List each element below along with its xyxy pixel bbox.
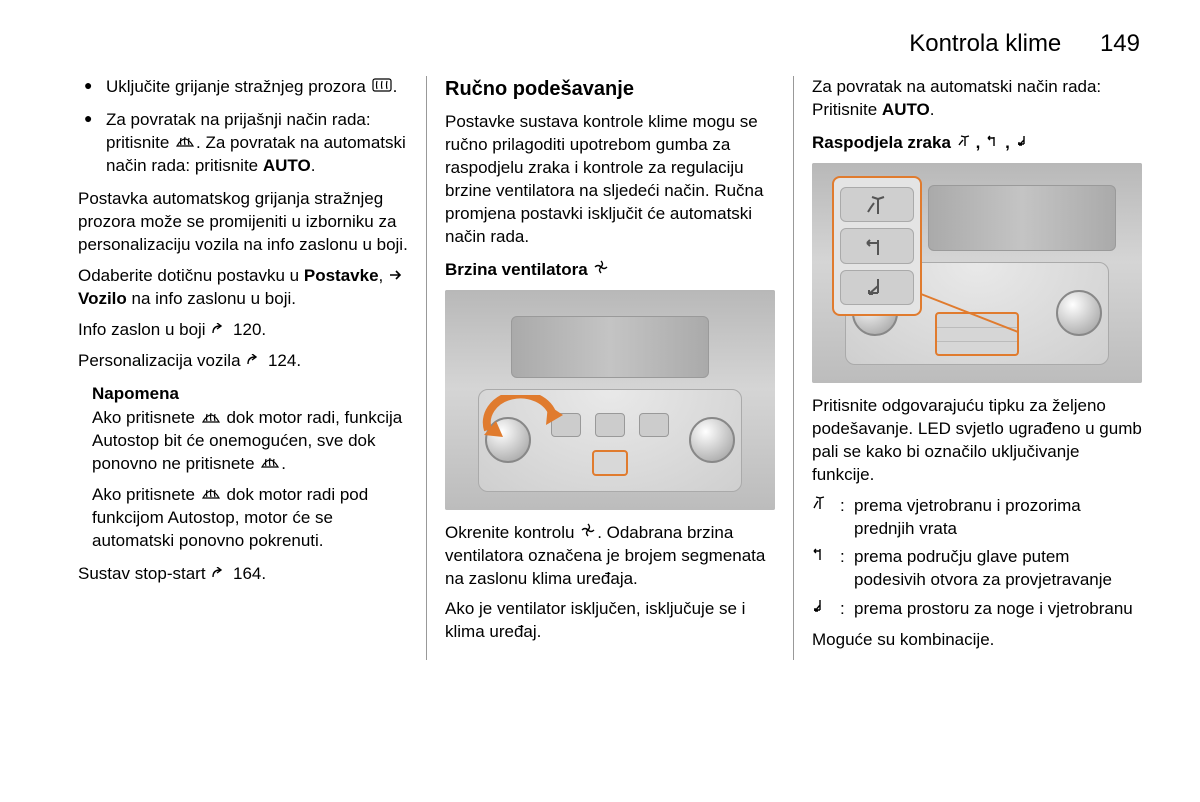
fan-icon [593,259,609,282]
figure-overlay-panel [832,176,922,316]
front-defog-icon [201,484,221,507]
manual-page: Kontrola klime 149 Uključite grijanje st… [0,0,1200,802]
text: Info zaslon u boji [78,320,210,339]
ref-arrow-icon [246,350,262,373]
settings-label: Postavke [304,266,379,285]
air-foot-icon [812,598,840,621]
section-heading: Ručno podešavanje [445,76,775,103]
rear-defog-icon [372,76,392,99]
figure-vents [928,185,1116,251]
figure-button [595,413,625,437]
auto-label: AUTO [882,100,930,119]
paragraph: Moguće su kombinacije. [812,629,1142,652]
sep: , [976,133,985,152]
definition-text: prema vjetrobranu i prozorima prednjih v… [854,495,1142,541]
list-text: . [393,77,398,96]
colon: : [840,598,854,621]
ref-number: 164. [228,564,266,583]
ref-arrow-icon [211,563,227,586]
text: Ako pritisnete [92,485,200,504]
note-block: Napomena Ako pritisnete dok motor radi, … [92,383,408,554]
note-paragraph: Ako pritisnete dok motor radi, funkcija … [92,407,408,476]
paragraph: Odaberite dotičnu postavku u Postavke, V… [78,265,408,311]
page-number: 149 [1100,30,1140,57]
figure-overlay-button [840,228,914,263]
figure-highlight-button [592,450,628,476]
arrow-right-icon [389,265,403,288]
list-item: Uključite grijanje stražnjeg prozora . [78,76,408,99]
figure-overlay-button [840,270,914,305]
subsection-heading: Raspodjela zraka , , [812,132,1142,155]
air-face-icon [986,132,1004,155]
fan-icon [580,522,596,545]
definition-text: prema prostoru za noge i vjetrobranu [854,598,1142,621]
air-windshield-icon [812,495,840,541]
paragraph: Pritisnite odgovarajuću tipku za željeno… [812,395,1142,487]
column-1: Uključite grijanje stražnjeg prozora . Z… [60,76,427,660]
column-2: Ručno podešavanje Postavke sustava kontr… [427,76,794,660]
paragraph: Ako je ventilator isključen, isključuje … [445,598,775,644]
list-text: Uključite grijanje stražnjeg prozora [106,77,371,96]
text: Odaberite dotičnu postavku u [78,266,304,285]
ref-number: 120. [228,320,266,339]
figure-button-row [551,413,670,437]
header-title: Kontrola klime [909,30,1061,57]
ref-arrow-icon [211,319,227,342]
paragraph: Info zaslon u boji 120. [78,319,408,342]
text: Sustav stop-start [78,564,210,583]
front-defog-icon [175,132,195,155]
page-header: Kontrola klime 149 [60,30,1160,58]
paragraph: Postavka automatskog grijanja stražnjeg … [78,188,408,257]
note-title: Napomena [92,383,408,406]
air-foot-icon [1016,132,1034,155]
figure-vents [511,316,709,378]
front-defog-icon [260,453,280,476]
list-text: . [311,156,316,175]
text: Personalizacija vozila [78,351,245,370]
text: . [281,454,286,473]
figure-button [639,413,669,437]
text: Za povratak na automatski način rada: Pr… [812,77,1101,119]
colon: : [840,546,854,592]
paragraph: Sustav stop-start 164. [78,563,408,586]
front-defog-icon [201,408,221,431]
definition-row: : prema prostoru za noge i vjetrobranu [812,598,1142,621]
air-windshield-icon [957,132,975,155]
definition-text: prema području glave putem podesivih otv… [854,546,1142,592]
colon: : [840,495,854,541]
air-foot-icon [862,276,892,298]
text: na info zaslonu u boji. [127,289,296,308]
definition-list: : prema vjetrobranu i prozorima prednjih… [812,495,1142,622]
note-paragraph: Ako pritisnete dok motor radi pod funkci… [92,484,408,553]
paragraph: Okrenite kontrolu . Odabrana brzina vent… [445,522,775,591]
text: Raspodjela zraka [812,133,956,152]
column-container: Uključite grijanje stražnjeg prozora . Z… [60,76,1160,660]
sep: , [1005,133,1014,152]
bullet-list: Uključite grijanje stražnjeg prozora . Z… [78,76,408,178]
text: Ako pritisnete [92,408,200,427]
vehicle-label: Vozilo [78,289,127,308]
text: Okrenite kontrolu [445,523,579,542]
column-3: Za povratak na automatski način rada: Pr… [794,76,1160,660]
text: . [930,100,935,119]
paragraph: Postavke sustava kontrole klime mogu se … [445,111,775,249]
paragraph: Personalizacija vozila 124. [78,350,408,373]
text: , [379,266,388,285]
paragraph: Za povratak na automatski način rada: Pr… [812,76,1142,122]
figure-rotate-arrow-icon [478,395,568,445]
ref-number: 124. [263,351,301,370]
figure-highlight-row [937,342,1017,355]
list-item: Za povratak na prijašnji način rada: pri… [78,109,408,178]
auto-label: AUTO [263,156,311,175]
figure-overlay-button [840,187,914,222]
text: Brzina ventilatora [445,260,592,279]
air-distribution-figure [812,163,1142,383]
air-face-icon [812,546,840,592]
subsection-heading: Brzina ventilatora [445,259,775,282]
fan-speed-figure [445,290,775,510]
air-windshield-icon [862,194,892,216]
definition-row: : prema području glave putem podesivih o… [812,546,1142,592]
definition-row: : prema vjetrobranu i prozorima prednjih… [812,495,1142,541]
air-face-icon [862,235,892,257]
